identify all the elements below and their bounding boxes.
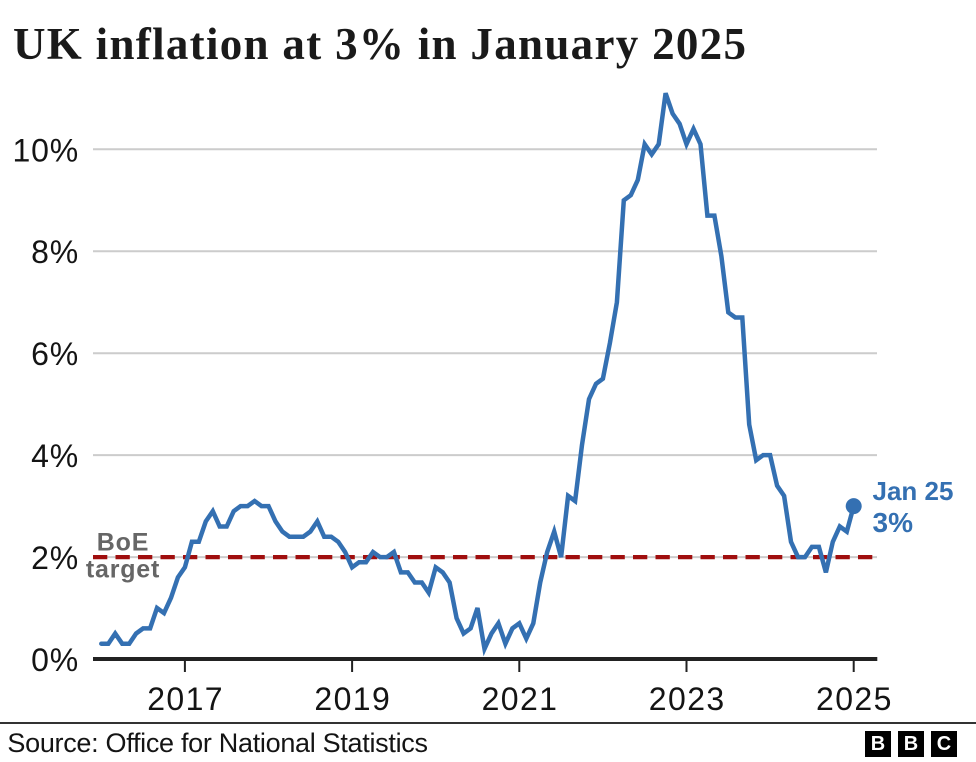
svg-text:2023: 2023: [649, 681, 726, 717]
svg-text:6%: 6%: [31, 336, 79, 372]
svg-text:10%: 10%: [13, 132, 79, 168]
svg-text:3%: 3%: [873, 507, 914, 538]
svg-text:0%: 0%: [31, 642, 79, 678]
svg-text:2021: 2021: [482, 681, 559, 717]
svg-text:Jan 25: Jan 25: [873, 476, 954, 506]
svg-text:4%: 4%: [31, 438, 79, 474]
svg-text:2025: 2025: [816, 681, 893, 717]
svg-text:2017: 2017: [147, 681, 224, 717]
svg-text:target: target: [86, 556, 160, 584]
svg-text:2019: 2019: [314, 681, 391, 717]
svg-text:BoE: BoE: [97, 529, 149, 557]
svg-text:8%: 8%: [31, 234, 79, 270]
svg-text:2%: 2%: [31, 540, 79, 576]
